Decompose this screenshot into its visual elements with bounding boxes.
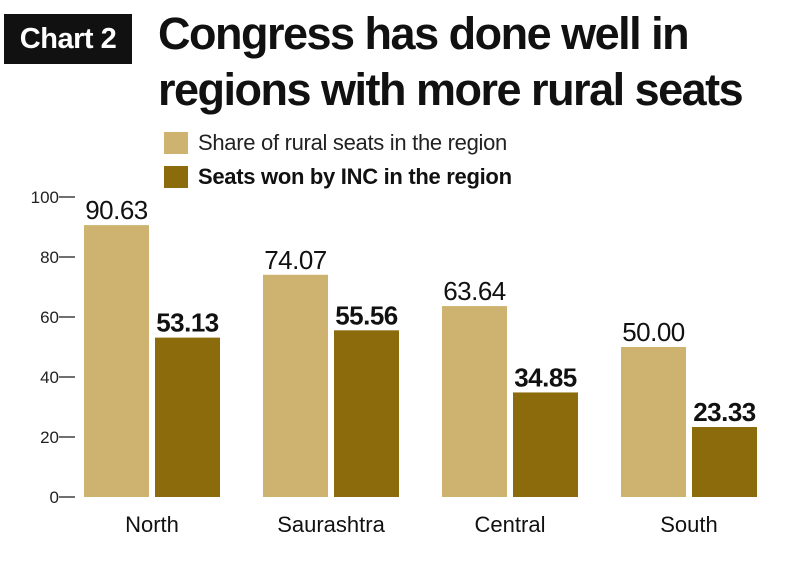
x-category-label: South	[660, 512, 718, 537]
legend-item-inc-seats: Seats won by INC in the region	[164, 164, 512, 190]
y-tick-label: 80	[40, 248, 59, 267]
data-label-inc-seats: 34.85	[514, 362, 577, 392]
data-label-inc-seats: 55.56	[335, 300, 398, 330]
y-tick-label: 60	[40, 308, 59, 327]
bar-rural-share	[442, 306, 507, 497]
data-label-inc-seats: 23.33	[693, 397, 756, 427]
bar-rural-share	[84, 225, 149, 498]
legend-label-rural-share: Share of rural seats in the region	[198, 130, 507, 155]
y-tick-label: 100	[31, 188, 59, 207]
data-label-rural-share: 90.63	[85, 195, 148, 225]
x-category-label: Central	[475, 512, 546, 537]
legend-swatch-rural-share	[164, 132, 188, 154]
data-label-inc-seats: 53.13	[156, 308, 219, 338]
data-label-rural-share: 50.00	[622, 317, 685, 347]
y-tick-label: 0	[50, 488, 59, 507]
x-category-label: Saurashtra	[277, 512, 385, 537]
legend-label-inc-seats: Seats won by INC in the region	[198, 164, 512, 189]
bar-inc-seats	[155, 337, 220, 497]
chart-title: Congress has done well in regions with m…	[158, 8, 744, 115]
y-tick-label: 20	[40, 428, 59, 447]
data-label-rural-share: 63.64	[443, 276, 506, 306]
bar-rural-share	[263, 274, 328, 497]
x-category-label: North	[125, 512, 179, 537]
bar-rural-share	[621, 347, 686, 497]
y-tick-label: 40	[40, 368, 59, 387]
legend-swatch-inc-seats	[164, 166, 188, 188]
bar-inc-seats	[692, 427, 757, 497]
data-label-rural-share: 74.07	[264, 245, 327, 275]
bar-inc-seats	[513, 392, 578, 497]
bar-inc-seats	[334, 330, 399, 497]
legend-item-rural-share: Share of rural seats in the region	[164, 130, 507, 156]
chart-number-tag: Chart 2	[4, 14, 132, 64]
